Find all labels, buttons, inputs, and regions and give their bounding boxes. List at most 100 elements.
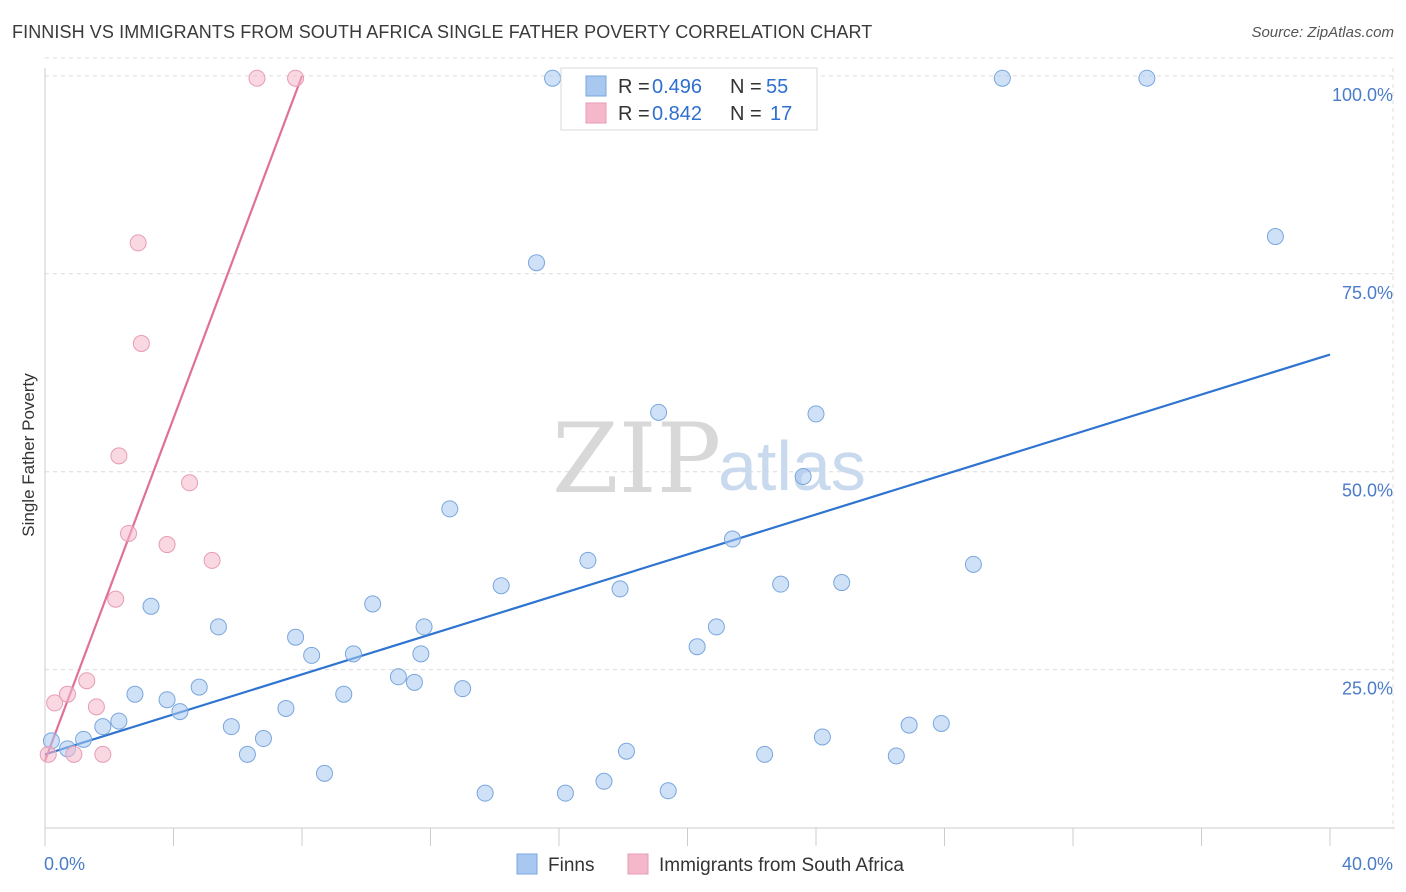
legend-finns-n-label: N = [730, 76, 762, 98]
point-sa-13 [181, 474, 199, 492]
point-finns-31 [556, 784, 574, 802]
point-finns-52 [993, 69, 1011, 87]
point-finns-30 [544, 69, 562, 87]
point-finns-46 [813, 728, 831, 746]
point-sa-6 [94, 745, 112, 763]
point-finns-4 [110, 712, 128, 730]
point-finns-37 [659, 782, 677, 800]
point-sa-12 [158, 536, 176, 554]
point-finns-39 [707, 618, 725, 636]
point-finns-47 [833, 574, 851, 592]
point-finns-13 [254, 730, 272, 748]
point-finns-45 [807, 405, 825, 423]
axes [44, 68, 1395, 846]
y-tick-label-3: 100.0% [1332, 85, 1393, 105]
legend-sa-n-value: 17 [770, 103, 792, 125]
point-finns-29 [528, 254, 546, 272]
point-finns-17 [315, 764, 333, 782]
point-finns-2 [75, 730, 93, 748]
point-sa-9 [120, 524, 138, 542]
point-sa-14 [203, 551, 221, 569]
trendline-sa [43, 75, 304, 762]
point-finns-50 [932, 714, 950, 732]
point-finns-38 [688, 638, 706, 656]
point-finns-35 [617, 742, 635, 760]
legend-finns-swatch [585, 75, 607, 97]
legend-finns-r-label: R = [618, 76, 650, 98]
watermark-atlas: atlas [718, 427, 866, 505]
point-finns-18 [335, 685, 353, 703]
point-sa-7 [107, 590, 125, 608]
y-tick-label-0: 25.0% [1342, 679, 1393, 699]
point-sa-8 [110, 447, 128, 465]
trend-lines [43, 75, 1331, 762]
point-finns-42 [756, 745, 774, 763]
point-sa-0 [39, 745, 57, 763]
point-finns-54 [1266, 228, 1284, 246]
point-finns-11 [222, 718, 240, 736]
y-tick-label-1: 50.0% [1342, 481, 1393, 501]
point-finns-14 [277, 699, 295, 717]
point-sa-5 [87, 698, 105, 716]
point-sa-11 [132, 334, 150, 352]
point-finns-22 [405, 673, 423, 691]
point-finns-32 [579, 551, 597, 569]
point-finns-23 [412, 645, 430, 663]
point-finns-36 [650, 403, 668, 421]
point-finns-48 [887, 747, 905, 765]
point-finns-34 [611, 580, 629, 598]
x-tick-label-1: 40.0% [1342, 854, 1393, 874]
legend-sa-swatch [585, 102, 607, 124]
data-points [39, 69, 1284, 802]
series-legend: Finns Immigrants from South Africa [516, 853, 904, 876]
point-finns-44 [794, 467, 812, 485]
watermark: ZIP atlas [552, 403, 866, 515]
point-finns-43 [772, 575, 790, 593]
point-sa-16 [287, 69, 305, 87]
y-tick-label-2: 75.0% [1342, 283, 1393, 303]
point-finns-49 [900, 716, 918, 734]
point-finns-26 [454, 680, 472, 698]
series-legend-sa-swatch [627, 853, 649, 875]
legend-finns-n-value: 55 [766, 76, 788, 98]
point-finns-10 [209, 618, 227, 636]
point-sa-15 [248, 69, 266, 87]
point-finns-53 [1138, 69, 1156, 87]
legend-sa-r-value: 0.842 [652, 103, 702, 125]
point-sa-3 [65, 745, 83, 763]
point-finns-7 [158, 691, 176, 709]
watermark-zip: ZIP [552, 403, 721, 515]
legend-finns-r-value: 0.496 [652, 76, 702, 98]
legend-sa-n-label: N = [730, 103, 762, 125]
point-finns-51 [964, 555, 982, 573]
point-finns-21 [389, 668, 407, 686]
correlation-legend: R = 0.496 N = 55 R = 0.842 N = 17 [560, 67, 818, 131]
point-finns-16 [303, 646, 321, 664]
point-finns-28 [492, 577, 510, 595]
point-finns-15 [287, 628, 305, 646]
point-finns-6 [142, 597, 160, 615]
point-finns-20 [364, 595, 382, 613]
point-finns-19 [344, 645, 362, 663]
point-finns-3 [94, 718, 112, 736]
x-tick-labels: 0.0% 40.0% [44, 854, 1393, 874]
point-finns-33 [595, 772, 613, 790]
point-sa-10 [129, 234, 147, 252]
trendline-finns [44, 353, 1331, 756]
point-sa-2 [58, 685, 76, 703]
point-finns-5 [126, 685, 144, 703]
x-tick-label-0: 0.0% [44, 854, 85, 874]
point-finns-27 [476, 784, 494, 802]
series-legend-sa-label: Immigrants from South Africa [659, 855, 904, 876]
point-finns-8 [171, 703, 189, 721]
chart-title: FINNISH VS IMMIGRANTS FROM SOUTH AFRICA … [12, 22, 873, 42]
source-label: Source: ZipAtlas.com [1251, 24, 1394, 41]
point-finns-12 [238, 745, 256, 763]
point-finns-24 [415, 618, 433, 636]
y-axis-title: Single Father Poverty [19, 373, 38, 537]
legend-sa-r-label: R = [618, 103, 650, 125]
point-sa-1 [46, 694, 64, 712]
series-legend-finns-swatch [516, 853, 538, 875]
point-finns-25 [441, 500, 459, 518]
